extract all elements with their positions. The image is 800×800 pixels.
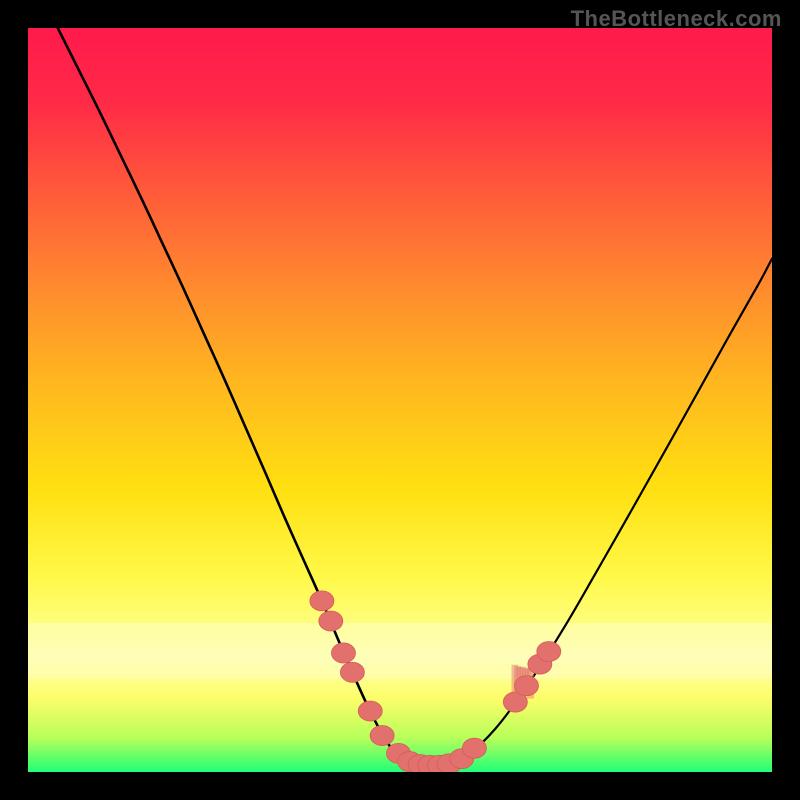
highlight-dot [514,676,538,696]
curve-svg [28,28,772,772]
plot-area [28,28,772,772]
curve-right_arm [430,259,772,766]
highlight-dot [310,591,334,611]
highlight-dot [462,738,486,758]
curve-left_arm [58,28,430,766]
highlight-dot [319,611,343,631]
highlight-dot [370,726,394,746]
highlight-dot [331,643,355,663]
highlight-dot [340,662,364,682]
watermark-text: TheBottleneck.com [571,6,782,32]
highlight-dot [358,701,382,721]
highlight-dot [537,641,561,661]
